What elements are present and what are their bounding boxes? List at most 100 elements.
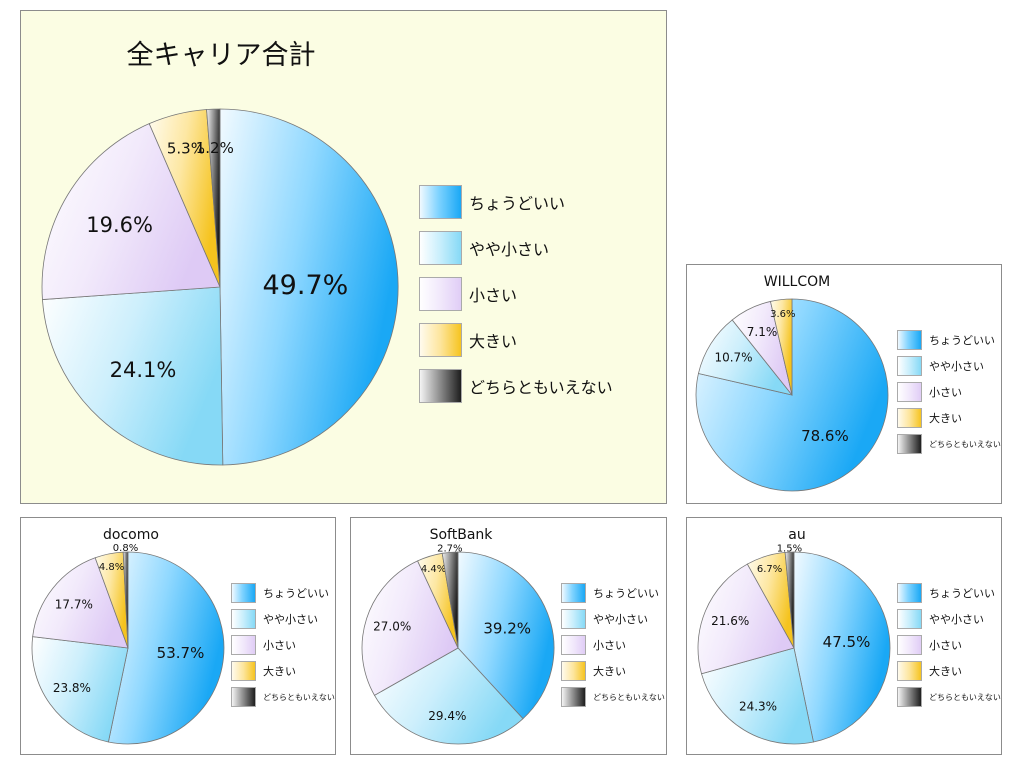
pie-label-large: 4.8% <box>99 562 124 573</box>
pie-slice-just-right <box>793 551 891 743</box>
chart-title-softbank: SoftBank <box>429 527 493 543</box>
pie-label-large: 3.6% <box>770 309 795 320</box>
legend-item-small: 小さい <box>897 632 1001 658</box>
pie-label-undecided: 1.2% <box>196 139 234 157</box>
legend-label: 小さい <box>593 639 626 652</box>
pie-label-just-right: 49.7% <box>263 270 349 301</box>
legend-label: 大きい <box>929 412 962 425</box>
legend-swatch-undecided <box>897 687 922 707</box>
legend-item-undecided: どちらともいえない <box>231 684 335 710</box>
legend-label: 小さい <box>929 386 962 399</box>
pie-label-small: 17.7% <box>55 598 93 612</box>
pie-label-undecided: 2.7% <box>437 544 462 555</box>
pie-slice-small <box>697 563 795 675</box>
legend-item-just-right: ちょうどいい <box>419 179 613 225</box>
pie-label-undecided: 0.8% <box>113 543 138 554</box>
legend-willcom: ちょうどいい やや小さい 小さい 大きい どちらともいえない <box>897 327 1001 457</box>
legend-swatch-just-right <box>231 583 256 603</box>
legend-label: やや小さい <box>263 613 318 626</box>
pie-label-small: 21.6% <box>711 614 749 628</box>
legend-swatch-small <box>897 635 922 655</box>
pie-slice-undecided <box>441 551 459 649</box>
legend-item-undecided: どちらともいえない <box>561 684 665 710</box>
pie-label-just-right: 53.7% <box>157 644 205 662</box>
legend-item-large: 大きい <box>419 317 613 363</box>
legend-label: 大きい <box>263 665 296 678</box>
pie-label-slightly-small: 24.1% <box>110 358 177 382</box>
legend-label: やや小さい <box>929 360 984 373</box>
legend-swatch-just-right <box>897 330 922 350</box>
chart-panel-docomo: 53.7% 23.8% 17.7% 4.8% 0.8% docomo ちょうどいい やや… <box>20 517 336 755</box>
legend-swatch-slightly-small <box>897 609 922 629</box>
pie-label-large: 6.7% <box>757 564 782 575</box>
legend-total: ちょうどいい やや小さい 小さい 大きい どちらともいえない <box>419 179 613 409</box>
chart-panel-softbank: 39.2% 29.4% 27.0% 4.4% 2.7% SoftBank ちょうどいい … <box>350 517 667 755</box>
legend-swatch-large <box>897 661 922 681</box>
chart-panel-willcom: 78.6% 10.7% 7.1% 3.6% WILLCOM ちょうどいい やや小さい … <box>686 264 1002 504</box>
legend-label: ちょうどいい <box>593 587 659 600</box>
pie-label-slightly-small: 24.3% <box>739 700 777 714</box>
pie-label-just-right: 47.5% <box>823 633 871 651</box>
pie-label-slightly-small: 29.4% <box>428 709 466 723</box>
legend-item-slightly-small: やや小さい <box>897 606 1001 632</box>
pie-slice-undecided <box>122 551 129 649</box>
legend-label: どちらともいえない <box>469 378 613 397</box>
legend-item-small: 小さい <box>897 379 1001 405</box>
legend-item-small: 小さい <box>561 632 665 658</box>
legend-swatch-slightly-small <box>561 609 586 629</box>
legend-item-small: 小さい <box>419 271 613 317</box>
legend-item-just-right: ちょうどいい <box>561 580 665 606</box>
legend-item-large: 大きい <box>561 658 665 684</box>
pie-slice-undecided <box>784 551 795 649</box>
pie-slice-small <box>41 123 221 301</box>
chart-title-total: 全キャリア合計 <box>126 40 316 71</box>
legend-swatch-slightly-small <box>419 231 462 265</box>
legend-item-slightly-small: やや小さい <box>231 606 335 632</box>
pie-slice-just-right <box>107 551 225 745</box>
legend-swatch-undecided <box>419 369 462 403</box>
chart-title-docomo: docomo <box>103 527 159 543</box>
pie-svg-total: 49.7% 24.1% 19.6% 5.3%1.2% <box>41 108 399 466</box>
legend-swatch-small <box>419 277 462 311</box>
pie-svg-au: 47.5% 24.3% 21.6% 6.7% 1.5% <box>697 543 891 745</box>
legend-label: ちょうどいい <box>929 334 995 347</box>
legend-swatch-large <box>419 323 462 357</box>
legend-label: ちょうどいい <box>263 587 329 600</box>
legend-label: 小さい <box>929 639 962 652</box>
legend-item-slightly-small: やや小さい <box>419 225 613 271</box>
pie-label-slightly-small: 23.8% <box>53 681 91 695</box>
legend-item-just-right: ちょうどいい <box>897 327 1001 353</box>
pie-slice-slightly-small <box>373 647 524 745</box>
legend-docomo: ちょうどいい やや小さい 小さい 大きい どちらともいえない <box>231 580 335 710</box>
legend-label: やや小さい <box>593 613 648 626</box>
pie-slice-just-right <box>219 108 399 466</box>
pie-label-slightly-small: 10.7% <box>714 351 752 365</box>
legend-item-undecided: どちらともいえない <box>897 684 1001 710</box>
legend-item-undecided: どちらともいえない <box>419 363 613 409</box>
legend-swatch-large <box>897 408 922 428</box>
pie-svg-willcom: 78.6% 10.7% 7.1% 3.6% <box>695 298 889 492</box>
legend-label: どちらともいえない <box>263 692 335 702</box>
legend-swatch-slightly-small <box>231 609 256 629</box>
legend-softbank: ちょうどいい やや小さい 小さい 大きい どちらともいえない <box>561 580 665 710</box>
pie-svg-docomo: 53.7% 23.8% 17.7% 4.8% 0.8% <box>31 543 225 745</box>
legend-item-small: 小さい <box>231 632 335 658</box>
legend-label: 小さい <box>263 639 296 652</box>
legend-swatch-slightly-small <box>897 356 922 376</box>
pie-slice-slightly-small <box>31 636 129 743</box>
legend-label: 小さい <box>469 286 518 305</box>
legend-swatch-large <box>231 661 256 681</box>
legend-swatch-undecided <box>561 687 586 707</box>
pie-label-small: 27.0% <box>373 619 411 633</box>
legend-item-slightly-small: やや小さい <box>561 606 665 632</box>
legend-label: どちらともいえない <box>929 692 1001 702</box>
legend-label: 大きい <box>593 665 626 678</box>
legend-label: やや小さい <box>929 613 984 626</box>
pie-slice-large <box>769 298 793 396</box>
legend-item-just-right: ちょうどいい <box>231 580 335 606</box>
legend-label: やや小さい <box>469 240 550 259</box>
pie-label-undecided: 1.5% <box>777 543 802 554</box>
legend-label: 大きい <box>469 332 518 351</box>
chart-panel-au: 47.5% 24.3% 21.6% 6.7% 1.5% au ちょうどいい やや小さい … <box>686 517 1002 755</box>
legend-swatch-small <box>897 382 922 402</box>
